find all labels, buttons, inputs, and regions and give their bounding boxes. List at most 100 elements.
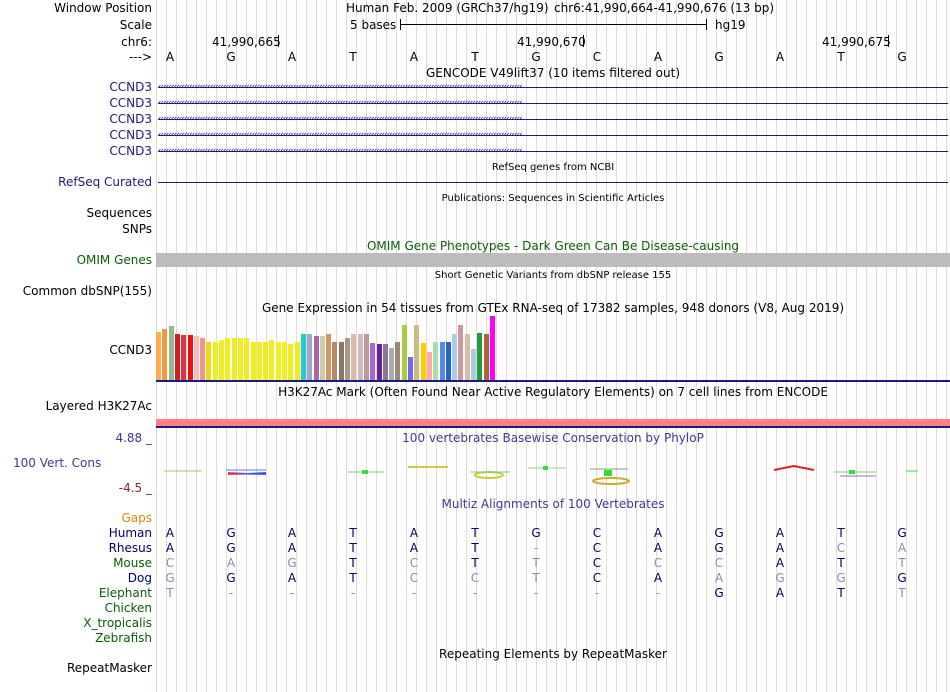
repeatmasker-track-label[interactable]: RepeatMasker: [66, 661, 152, 675]
gaps-track-label[interactable]: Gaps: [121, 511, 152, 525]
omim-gene-bar[interactable]: [156, 253, 950, 267]
h3k27ac-signal[interactable]: [156, 419, 950, 426]
gtex-tissue-bar[interactable]: [212, 342, 218, 380]
gtex-tissue-bar[interactable]: [338, 342, 344, 380]
grid-line: [476, 0, 477, 692]
refseq-track-label[interactable]: RefSeq Curated: [58, 175, 152, 189]
gtex-tissue-bar[interactable]: [174, 334, 180, 380]
gtex-tissue-bar[interactable]: [288, 344, 294, 380]
gtex-tissue-bar[interactable]: [489, 316, 495, 380]
gtex-tissue-bar[interactable]: [237, 338, 243, 380]
gtex-tissue-bar[interactable]: [187, 335, 193, 380]
species-label[interactable]: Rhesus: [108, 541, 152, 555]
phylop-track-label[interactable]: 100 Vert. Cons: [13, 456, 102, 470]
gtex-tissue-bar[interactable]: [351, 334, 357, 380]
species-label[interactable]: Zebrafish: [95, 631, 152, 645]
sequences-track-label[interactable]: Sequences: [86, 206, 152, 220]
gencode-gene-label[interactable]: CCND3: [109, 128, 152, 142]
gtex-track-label[interactable]: CCND3: [109, 343, 152, 357]
phylop-max-label: 4.88 _: [115, 431, 152, 445]
gtex-tissue-bar[interactable]: [313, 336, 319, 380]
species-label[interactable]: Elephant: [98, 586, 152, 600]
gtex-tissue-bar[interactable]: [439, 342, 445, 380]
gtex-tissue-bar[interactable]: [156, 332, 161, 380]
gtex-tissue-bar[interactable]: [244, 338, 250, 380]
gencode-gene-line[interactable]: [158, 135, 948, 136]
gencode-gene-label[interactable]: CCND3: [109, 112, 152, 126]
gtex-tissue-bar[interactable]: [420, 343, 426, 380]
gtex-tissue-bar[interactable]: [263, 342, 269, 380]
gtex-tissue-bar[interactable]: [401, 325, 407, 380]
gtex-tissue-bar[interactable]: [395, 342, 401, 380]
omim-track-label[interactable]: OMIM Genes: [76, 253, 152, 267]
grid-line: [586, 0, 587, 692]
gtex-tissue-bar[interactable]: [477, 333, 483, 380]
gtex-tissue-bar[interactable]: [458, 325, 464, 380]
gtex-tissue-bar[interactable]: [162, 329, 168, 380]
gtex-tissue-bar[interactable]: [219, 340, 224, 380]
gencode-gene-line[interactable]: [158, 119, 948, 120]
species-label[interactable]: Chicken: [104, 601, 152, 615]
gencode-gene-line[interactable]: [158, 103, 948, 104]
dbsnp-track-label[interactable]: Common dbSNP(155): [22, 284, 152, 298]
gtex-tissue-bar[interactable]: [389, 348, 395, 380]
gtex-tissue-bar[interactable]: [168, 326, 174, 380]
gtex-tissue-bar[interactable]: [319, 336, 325, 380]
gtex-tissue-bar[interactable]: [326, 334, 332, 380]
gtex-tissue-bar[interactable]: [282, 342, 287, 380]
gtex-tissue-bar[interactable]: [433, 342, 439, 380]
gtex-tissue-bar[interactable]: [363, 334, 369, 380]
gtex-tissue-bar[interactable]: [483, 334, 489, 380]
grid-line: [896, 0, 897, 692]
gtex-tissue-bar[interactable]: [414, 325, 420, 380]
gtex-tissue-bar[interactable]: [452, 334, 458, 380]
gtex-tissue-bar[interactable]: [181, 335, 187, 380]
gtex-tissue-bar[interactable]: [471, 349, 476, 380]
gtex-tissue-bar[interactable]: [250, 342, 256, 380]
gtex-tissue-bar[interactable]: [408, 357, 413, 380]
reference-base: T: [349, 50, 357, 64]
gtex-tissue-bar[interactable]: [225, 338, 231, 380]
gtex-tissue-bar[interactable]: [231, 338, 237, 380]
refseq-gene-line[interactable]: [158, 182, 948, 183]
reference-base: G: [897, 50, 907, 64]
gencode-gene-line[interactable]: [158, 87, 948, 88]
gtex-tissue-bar[interactable]: [426, 352, 432, 380]
grid-line: [786, 0, 787, 692]
snps-track-label[interactable]: SNPs: [122, 222, 152, 236]
gtex-tissue-bar[interactable]: [256, 342, 262, 380]
species-label[interactable]: X_tropicalis: [83, 616, 152, 630]
gtex-tissue-bar[interactable]: [357, 334, 363, 380]
phylop-conservation-plot[interactable]: [156, 458, 950, 488]
gtex-tissue-bar[interactable]: [332, 342, 338, 380]
gtex-tissue-bar[interactable]: [200, 338, 206, 380]
gencode-gene-line[interactable]: [158, 151, 948, 152]
gtex-tissue-bar[interactable]: [370, 343, 376, 380]
aligned-base: A: [775, 541, 785, 555]
gtex-tissue-bar[interactable]: [300, 334, 306, 380]
gtex-tissue-bar[interactable]: [269, 340, 275, 380]
gtex-tissue-bar[interactable]: [345, 338, 350, 380]
gtex-tissue-bar[interactable]: [382, 344, 388, 380]
gencode-gene-label[interactable]: CCND3: [109, 144, 152, 158]
gencode-gene-label[interactable]: CCND3: [109, 96, 152, 110]
gtex-tissue-bar[interactable]: [376, 344, 382, 380]
grid-line: [506, 0, 507, 692]
gtex-tissue-bar[interactable]: [206, 342, 212, 380]
species-label[interactable]: Mouse: [113, 556, 152, 570]
h3k27ac-track-label[interactable]: Layered H3K27Ac: [45, 399, 152, 413]
grid-line: [686, 0, 687, 692]
gtex-tissue-bar[interactable]: [275, 342, 281, 380]
gtex-tissue-bar[interactable]: [464, 334, 470, 380]
grid-line: [836, 0, 837, 692]
species-label[interactable]: Dog: [127, 571, 152, 585]
gtex-tissue-bar[interactable]: [307, 334, 313, 380]
gtex-tissue-bar[interactable]: [193, 336, 199, 380]
gencode-gene-label[interactable]: CCND3: [109, 80, 152, 94]
gtex-tissue-bar[interactable]: [445, 342, 451, 380]
aligned-base: C: [409, 556, 419, 570]
species-label[interactable]: Human: [108, 526, 152, 540]
aligned-base: -: [472, 586, 478, 600]
grid-line: [596, 0, 597, 692]
gtex-tissue-bar[interactable]: [294, 342, 300, 380]
